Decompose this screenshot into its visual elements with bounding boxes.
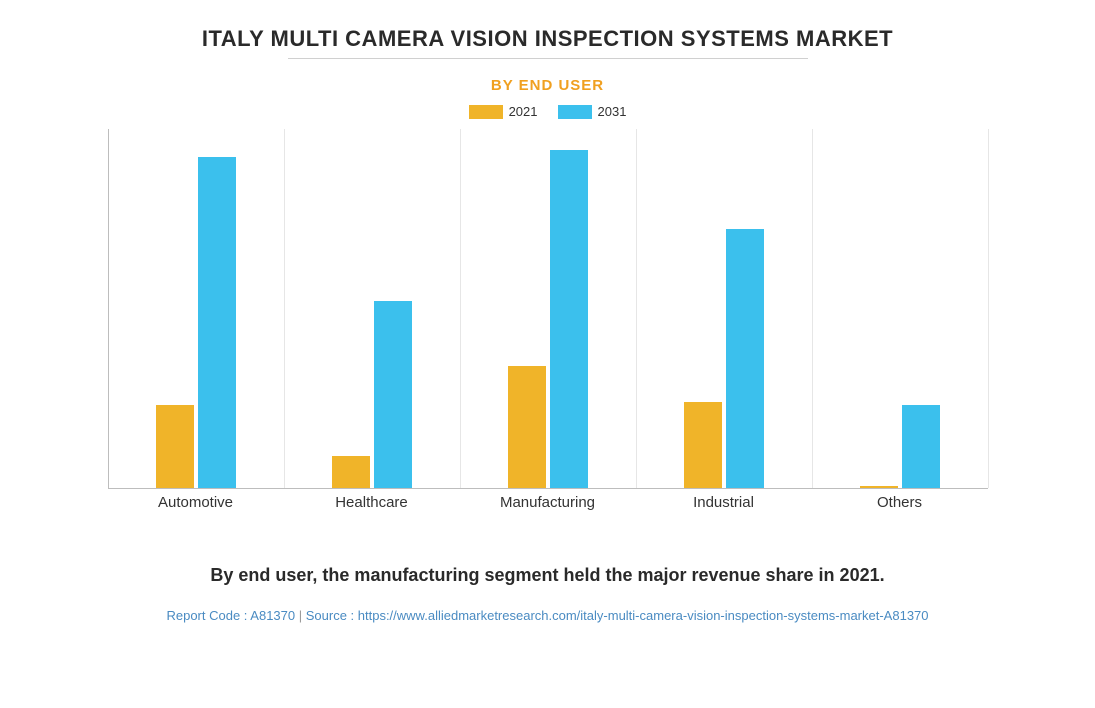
x-label: Automotive <box>108 494 284 511</box>
bar-group-others <box>812 129 988 488</box>
report-code-label: Report Code : <box>166 608 250 623</box>
x-label: Industrial <box>636 494 812 511</box>
x-label: Others <box>812 494 988 511</box>
legend-label: 2031 <box>598 104 627 119</box>
legend-swatch-2031 <box>558 105 592 119</box>
legend: 2021 2031 <box>40 104 1055 119</box>
chart-area: Automotive Healthcare Manufacturing Indu… <box>108 129 988 519</box>
bar-group-industrial <box>636 129 812 488</box>
x-axis-labels: Automotive Healthcare Manufacturing Indu… <box>108 494 988 511</box>
bars-container <box>109 129 988 488</box>
bar-2021 <box>508 366 546 488</box>
bar-2031 <box>374 301 412 488</box>
bar-group-manufacturing <box>460 129 636 488</box>
bar-group-automotive <box>109 129 285 488</box>
bar-2021 <box>156 405 194 488</box>
bar-2031 <box>198 157 236 488</box>
legend-label: 2021 <box>509 104 538 119</box>
x-label: Healthcare <box>284 494 460 511</box>
x-label: Manufacturing <box>460 494 636 511</box>
plot-area <box>108 129 988 489</box>
chart-caption: By end user, the manufacturing segment h… <box>40 565 1055 586</box>
bar-group-healthcare <box>284 129 460 488</box>
bar-2031 <box>902 405 940 488</box>
legend-swatch-2021 <box>469 105 503 119</box>
legend-item-2021: 2021 <box>469 104 538 119</box>
grid-line <box>988 129 989 488</box>
separator: | <box>295 608 306 623</box>
source-label: Source : <box>306 608 358 623</box>
bar-2021 <box>684 402 722 488</box>
bar-2031 <box>550 150 588 488</box>
source-url[interactable]: https://www.alliedmarketresearch.com/ita… <box>358 608 929 623</box>
bar-2031 <box>726 229 764 488</box>
legend-item-2031: 2031 <box>558 104 627 119</box>
chart-subtitle: BY END USER <box>40 77 1055 94</box>
footer: Report Code : A81370 | Source : https://… <box>40 606 1055 626</box>
title-underline <box>288 58 808 59</box>
bar-2021 <box>332 456 370 488</box>
chart-title: ITALY MULTI CAMERA VISION INSPECTION SYS… <box>40 26 1055 52</box>
bar-2021 <box>860 486 898 488</box>
report-code: A81370 <box>250 608 295 623</box>
